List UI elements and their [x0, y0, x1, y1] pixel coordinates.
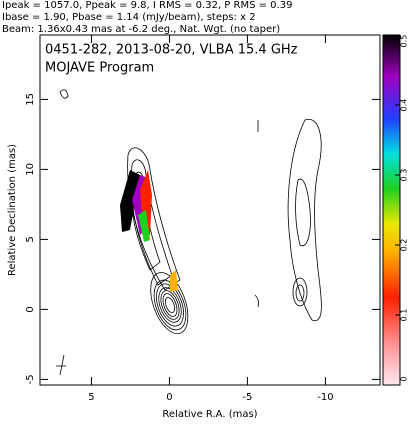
colorbar-tick-label: 0.2: [400, 239, 409, 252]
header-line: Ipeak = 1057.0, Ppeak = 9.8, I RMS = 0.3…: [2, 0, 292, 11]
x-tick-label: -5: [242, 392, 252, 403]
y-axis-label: Relative Declination (mas): [7, 144, 18, 276]
plot-frame: [39, 34, 381, 386]
y-tick-label: -5: [25, 374, 36, 384]
y-tick-label: 5: [25, 236, 36, 242]
x-tick-label: 0: [166, 392, 172, 403]
colorbar-tick-label: 0.4: [400, 99, 409, 112]
y-tick-label: 10: [25, 163, 36, 176]
plot-subtitle: MOJAVE Program: [45, 61, 154, 76]
contours: [56, 89, 322, 376]
x-tick-label: 5: [88, 392, 94, 403]
header-line: Beam: 1.36x0.43 mas at -6.2 deg., Nat. W…: [2, 24, 280, 35]
plot-title: 0451-282, 2013-08-20, VLBA 15.4 GHz: [45, 43, 298, 58]
colorbar-tick-label: 0.3: [400, 169, 409, 182]
header-line: Ibase = 1.90, Pbase = 1.14 (mJy/beam), s…: [2, 12, 256, 23]
colorbar-tick-label: 0.5: [400, 35, 409, 48]
x-axis-label: Relative R.A. (mas): [162, 409, 257, 420]
colorbar: [382, 34, 401, 386]
y-tick-label: 0: [25, 306, 36, 312]
colorbar-tick-label: 0: [400, 376, 409, 381]
x-tick-label: -10: [317, 392, 333, 403]
y-tick-label: 15: [25, 93, 36, 106]
colorbar-tick-label: 0.1: [400, 309, 409, 322]
